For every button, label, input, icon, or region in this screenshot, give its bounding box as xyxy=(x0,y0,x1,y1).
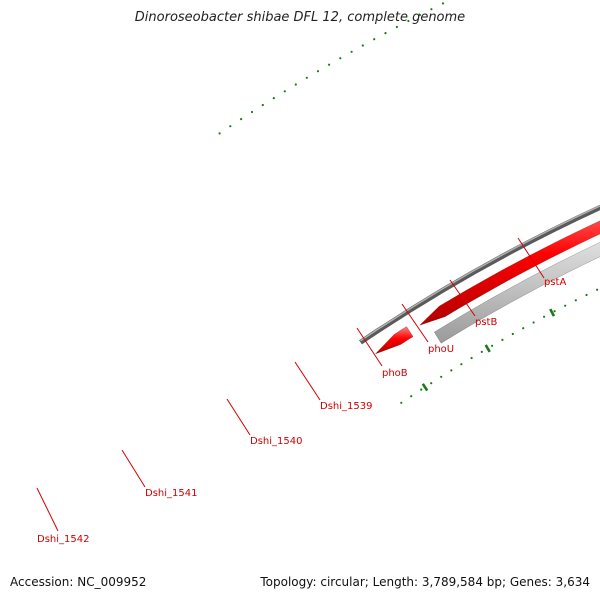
inner-tick xyxy=(480,350,483,353)
inner-tick xyxy=(585,293,588,297)
scale-dot xyxy=(339,57,342,60)
gene-label: Dshi_1541 xyxy=(145,488,197,499)
scale-dot xyxy=(350,50,353,53)
leader-line xyxy=(401,303,429,343)
map-title: Dinoroseobacter shibae DFL 12, complete … xyxy=(134,10,466,25)
backbone-line xyxy=(359,204,600,345)
inner-tick xyxy=(522,327,525,330)
inner-tick xyxy=(574,299,577,302)
leader-line xyxy=(517,237,545,279)
scale-dot xyxy=(272,97,275,100)
scale-dot xyxy=(384,31,387,35)
scale-dot xyxy=(430,8,433,11)
leader-line xyxy=(356,327,383,367)
inner-tick xyxy=(440,375,443,378)
scale-dot xyxy=(418,13,421,17)
gene-label: pstA xyxy=(544,277,566,288)
scale-dot xyxy=(305,76,308,79)
inner-tick xyxy=(470,356,473,360)
leader-line xyxy=(121,449,146,488)
gene-label: Dshi_1542 xyxy=(37,534,89,545)
leader-line xyxy=(226,398,251,436)
cds-red-2 xyxy=(419,220,600,326)
scale-dot xyxy=(261,103,264,107)
scale-dot xyxy=(250,110,254,114)
inner-tick-ring xyxy=(400,288,599,404)
scale-dot xyxy=(240,118,243,121)
inner-tick xyxy=(410,395,413,398)
scale-dot xyxy=(407,19,410,23)
scale-dot xyxy=(294,83,297,86)
scale-dot xyxy=(283,90,286,93)
accession-text: Accession: NC_009952 xyxy=(10,575,147,589)
inner-tick xyxy=(511,332,514,336)
inner-tick xyxy=(460,363,463,366)
scale-dot xyxy=(316,70,320,73)
inner-tick xyxy=(430,382,433,385)
inner-tick xyxy=(450,369,453,372)
inner-tick xyxy=(491,344,494,347)
inner-tick xyxy=(553,310,556,313)
inner-tick xyxy=(501,338,504,341)
genome-summary: Topology: circular; Length: 3,789,584 bp… xyxy=(260,575,590,589)
leader-line xyxy=(294,361,321,401)
gene-label: Dshi_1539 xyxy=(320,401,372,412)
gene-dshi-1541 xyxy=(433,242,600,344)
genome-backbone xyxy=(359,204,600,345)
inner-major-tick xyxy=(484,344,491,353)
scale-dot xyxy=(361,44,364,47)
gene-labels: pstA pstB phoU phoB Dshi_1539 Dshi_1540 Dshi_1… xyxy=(36,237,566,545)
inner-tick xyxy=(543,315,546,318)
backbone-highlight xyxy=(360,205,600,342)
scale-dot xyxy=(328,63,331,66)
scale-dot xyxy=(441,2,445,5)
scale-dot xyxy=(373,38,376,41)
gene-label: Dshi_1540 xyxy=(250,436,302,447)
leader-line xyxy=(36,487,59,532)
inner-major-tick xyxy=(421,383,429,392)
inner-major-tick xyxy=(549,308,556,317)
scale-dot xyxy=(229,125,232,128)
scale-ruler xyxy=(218,2,445,135)
inner-tick xyxy=(564,304,567,307)
leader-line xyxy=(449,279,476,317)
gene-label: phoB xyxy=(382,368,408,379)
scale-dot xyxy=(218,132,221,135)
inner-tick xyxy=(532,321,535,324)
inner-tick xyxy=(420,388,423,391)
cds-red-1 xyxy=(375,326,414,355)
gene-label: pstB xyxy=(475,317,497,328)
gene-label: phoU xyxy=(428,344,454,355)
gene-features xyxy=(375,220,600,355)
scale-dot xyxy=(395,25,398,29)
inner-tick xyxy=(400,401,403,404)
inner-tick xyxy=(596,288,599,291)
